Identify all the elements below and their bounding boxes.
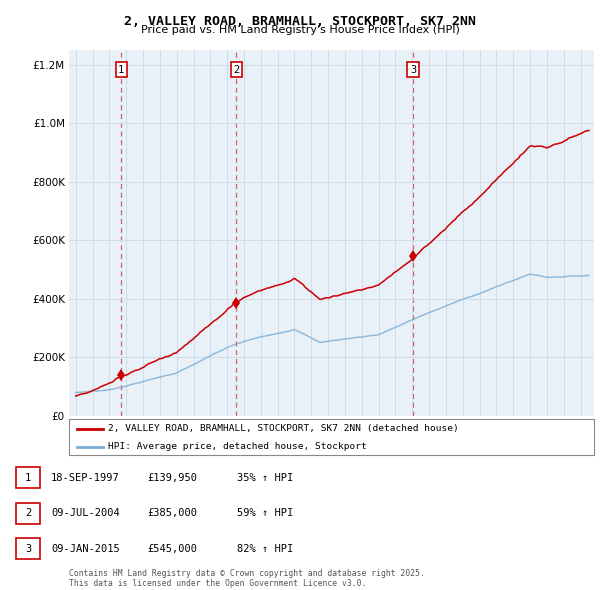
Text: Price paid vs. HM Land Registry's House Price Index (HPI): Price paid vs. HM Land Registry's House … xyxy=(140,25,460,35)
Text: 1: 1 xyxy=(25,473,31,483)
Text: £545,000: £545,000 xyxy=(147,543,197,553)
Text: 2: 2 xyxy=(233,65,239,75)
Text: £139,950: £139,950 xyxy=(147,473,197,483)
Text: £385,000: £385,000 xyxy=(147,508,197,518)
Text: 3: 3 xyxy=(25,543,31,553)
Text: 35% ↑ HPI: 35% ↑ HPI xyxy=(237,473,293,483)
Text: 18-SEP-1997: 18-SEP-1997 xyxy=(51,473,120,483)
Text: 82% ↑ HPI: 82% ↑ HPI xyxy=(237,543,293,553)
Text: 09-JUL-2004: 09-JUL-2004 xyxy=(51,508,120,518)
Text: HPI: Average price, detached house, Stockport: HPI: Average price, detached house, Stoc… xyxy=(109,442,367,451)
Text: 2, VALLEY ROAD, BRAMHALL, STOCKPORT, SK7 2NN (detached house): 2, VALLEY ROAD, BRAMHALL, STOCKPORT, SK7… xyxy=(109,424,459,433)
Text: 2, VALLEY ROAD, BRAMHALL, STOCKPORT, SK7 2NN: 2, VALLEY ROAD, BRAMHALL, STOCKPORT, SK7… xyxy=(124,15,476,28)
Text: Contains HM Land Registry data © Crown copyright and database right 2025.
This d: Contains HM Land Registry data © Crown c… xyxy=(69,569,425,588)
Text: 59% ↑ HPI: 59% ↑ HPI xyxy=(237,508,293,518)
Text: 09-JAN-2015: 09-JAN-2015 xyxy=(51,543,120,553)
Text: 3: 3 xyxy=(410,65,416,75)
Text: 2: 2 xyxy=(25,508,31,518)
Text: 1: 1 xyxy=(118,65,124,75)
